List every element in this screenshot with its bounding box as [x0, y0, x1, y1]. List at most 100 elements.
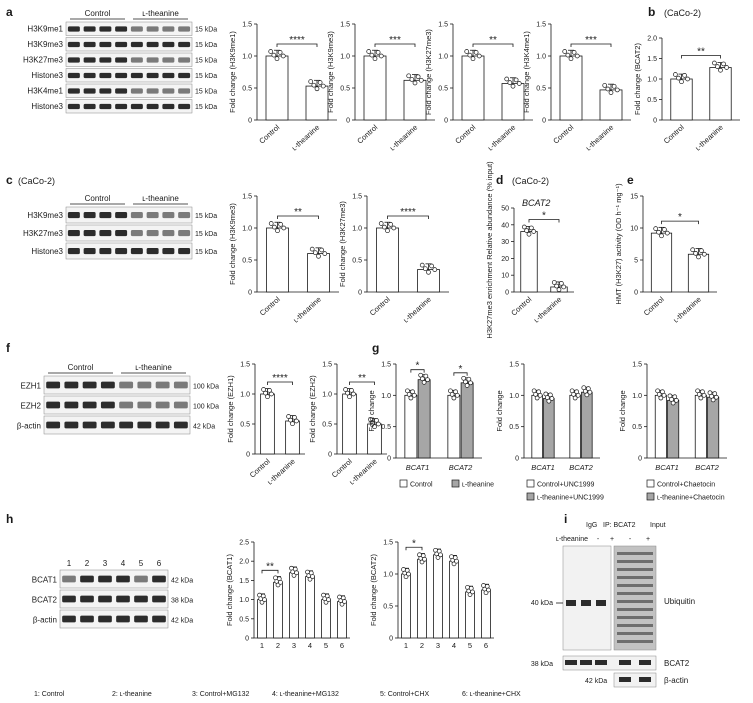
data-point — [682, 73, 687, 78]
blot-row-label: β-actin — [33, 615, 57, 624]
blot-band — [130, 248, 143, 255]
y-axis-label: Fold change — [367, 390, 376, 431]
bar — [670, 78, 693, 121]
blot-kda-label: 15 kDa — [195, 104, 217, 111]
group-label: ʟ-theanine — [142, 9, 179, 18]
y-tick-label: 20 — [501, 256, 509, 263]
y-tick-label: 30 — [501, 239, 509, 246]
data-point — [554, 283, 559, 289]
blot-band — [115, 212, 128, 219]
significance-bracket — [570, 43, 612, 47]
data-point — [467, 52, 473, 58]
blot-band — [146, 72, 159, 79]
category-label: BCAT2 — [449, 463, 473, 472]
data-point — [529, 225, 534, 231]
data-point — [714, 394, 719, 400]
bcat2-label: BCAT2 — [664, 659, 690, 668]
y-tick-label: 5 — [634, 258, 638, 265]
legends: Control ʟ-theanine Control+UNC1999 ʟ-theani… — [399, 479, 725, 502]
blot-band — [162, 72, 175, 79]
significance-mark: **** — [289, 35, 305, 46]
data-point — [275, 228, 280, 234]
data-point — [391, 225, 397, 231]
blot-band — [162, 248, 175, 255]
category-label: BCAT2 — [695, 463, 719, 472]
significance-mark: * — [542, 211, 546, 222]
data-point — [454, 558, 459, 564]
significance-mark: ** — [489, 35, 497, 46]
significance-bracket — [261, 569, 279, 574]
bar-control — [531, 394, 543, 459]
blot-kda-label: 15 kDa — [195, 27, 217, 34]
data-point — [710, 397, 716, 403]
blot-band — [130, 212, 143, 219]
blot-kda-label: 15 kDa — [195, 73, 217, 80]
significance-bracket — [349, 381, 375, 385]
blot-a: H3K9me1 15 kDa H3K9me3 15 kDa H3K27me3 15 kDa… — [23, 9, 217, 114]
blot-band — [82, 381, 97, 389]
data-point — [693, 250, 698, 256]
data-point — [531, 229, 537, 234]
data-point — [272, 224, 277, 230]
blot-band — [67, 212, 80, 219]
blot-row-label: H3K9me3 — [27, 211, 63, 220]
y-tick-label: 0 — [248, 118, 252, 125]
data-point — [412, 80, 418, 86]
panel-label-e: e — [627, 173, 634, 187]
blot-band — [100, 401, 115, 409]
blot-band — [178, 88, 191, 94]
y-tick-label: 0 — [248, 290, 252, 297]
data-point — [561, 284, 567, 290]
y-axis-label: Fold change — [618, 390, 627, 431]
panel-label-a: a — [6, 5, 13, 19]
y-tick-label: 15 — [630, 194, 638, 201]
blot-band — [178, 57, 191, 63]
blot-band — [80, 575, 94, 583]
blot-band — [99, 88, 112, 94]
y-axis-label: Fold change (EZH1) — [226, 375, 235, 443]
data-point — [565, 52, 571, 58]
blot-strip — [59, 589, 169, 609]
y-tick-label: 1.5 — [536, 22, 546, 29]
blot-band — [178, 26, 191, 32]
blot-band — [62, 595, 76, 603]
y-tick-label: 1.5 — [240, 362, 250, 369]
blot-kda-label: 38 kDa — [171, 597, 193, 604]
data-point — [372, 56, 378, 62]
data-point — [464, 49, 470, 54]
panel-d-cell-line: (CaCo-2) — [512, 176, 549, 186]
significance-bracket — [387, 215, 429, 219]
blot-band — [146, 41, 159, 48]
bar — [305, 85, 329, 121]
bar — [321, 599, 331, 639]
treatment-sign: + — [646, 536, 650, 543]
blot-strip — [65, 68, 193, 83]
data-point — [406, 571, 411, 577]
y-axis-label: Fold change (H3K9me3) — [326, 31, 335, 113]
y-tick-label: 0.5 — [509, 424, 519, 431]
lane-number: 5 — [139, 559, 144, 568]
y-tick-label: 40 — [501, 222, 509, 229]
lane-number: 3 — [103, 559, 108, 568]
blot-strip — [65, 242, 193, 260]
group-label: ʟ-theanine — [135, 363, 172, 372]
data-point — [345, 390, 350, 396]
blot-row-label: Histone3 — [31, 71, 63, 80]
data-point — [507, 80, 513, 85]
category-label: 4 — [452, 641, 456, 650]
blot-band — [64, 401, 79, 409]
blot-row-label: H3K9me3 — [27, 40, 63, 49]
blot-band — [115, 41, 128, 48]
data-point — [572, 395, 578, 401]
y-tick-label: 0.5 — [647, 97, 657, 104]
data-point — [699, 248, 704, 253]
category-label: 1 — [404, 641, 408, 650]
data-point — [676, 75, 681, 81]
h-footnote-2: 2: ʟ-theanine — [112, 691, 152, 698]
legend-swatch — [646, 492, 655, 501]
blot-band — [178, 230, 191, 237]
panel-b-cell-line: (CaCo-2) — [664, 8, 701, 18]
y-axis-label: Fold change (BCAT2) — [369, 554, 378, 626]
blot-kda-label: 15 kDa — [195, 231, 217, 238]
data-point — [451, 395, 457, 401]
